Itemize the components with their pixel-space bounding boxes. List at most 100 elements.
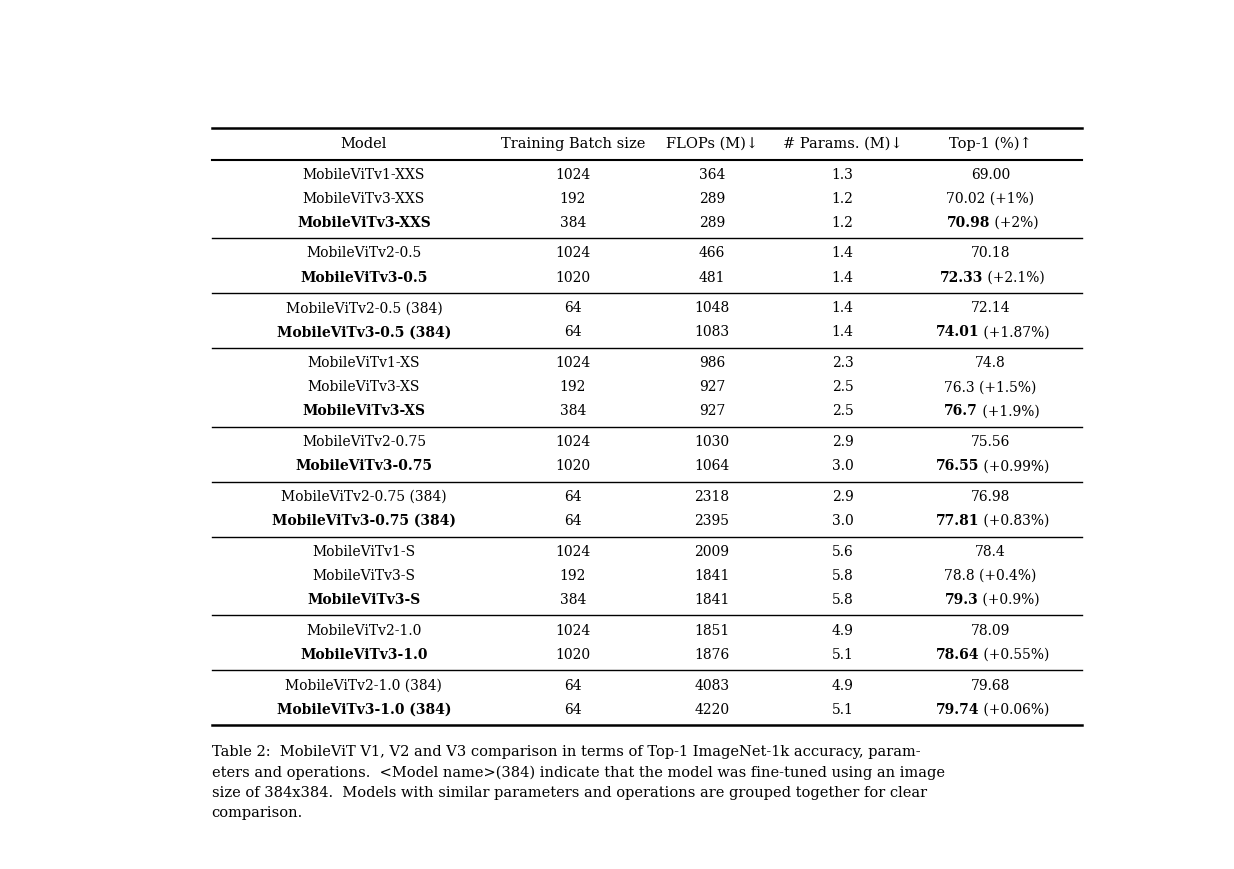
Text: 74.01: 74.01 (935, 326, 979, 340)
Text: (+0.9%): (+0.9%) (979, 594, 1040, 607)
Text: 986: 986 (698, 356, 726, 370)
Text: 1030: 1030 (695, 435, 729, 449)
Text: 1024: 1024 (555, 356, 590, 370)
Text: 76.3 (+1.5%): 76.3 (+1.5%) (944, 381, 1037, 395)
Text: 1083: 1083 (695, 326, 729, 340)
Text: 1.4: 1.4 (832, 247, 854, 261)
Text: (+0.83%): (+0.83%) (979, 514, 1049, 528)
Text: 64: 64 (564, 302, 581, 315)
Text: MobileViTv2-0.75 (384): MobileViTv2-0.75 (384) (281, 490, 447, 504)
Text: MobileViTv3-XS: MobileViTv3-XS (302, 404, 426, 418)
Text: 1020: 1020 (555, 648, 590, 662)
Text: 70.02 (+1%): 70.02 (+1%) (946, 192, 1034, 206)
Text: 289: 289 (698, 216, 726, 229)
Text: 2318: 2318 (695, 490, 729, 504)
Text: MobileViTv3-0.5: MobileViTv3-0.5 (300, 270, 428, 284)
Text: 1841: 1841 (695, 594, 729, 607)
Text: 384: 384 (559, 594, 586, 607)
Text: MobileViTv2-0.5: MobileViTv2-0.5 (306, 247, 422, 261)
Text: 1841: 1841 (695, 569, 729, 583)
Text: MobileViTv3-0.75 (384): MobileViTv3-0.75 (384) (271, 514, 455, 528)
Text: 64: 64 (564, 679, 581, 693)
Text: MobileViTv3-S: MobileViTv3-S (312, 569, 416, 583)
Text: 1020: 1020 (555, 460, 590, 474)
Text: Training Batch size: Training Batch size (501, 136, 645, 150)
Text: 4.9: 4.9 (832, 679, 854, 693)
Text: 192: 192 (559, 192, 586, 206)
Text: 384: 384 (559, 404, 586, 418)
Text: 2009: 2009 (695, 545, 729, 559)
Text: MobileViTv3-0.5 (384): MobileViTv3-0.5 (384) (276, 326, 452, 340)
Text: # Params. (M)↓: # Params. (M)↓ (782, 136, 902, 150)
Text: 5.6: 5.6 (832, 545, 854, 559)
Text: (+0.06%): (+0.06%) (979, 703, 1049, 717)
Text: MobileViTv2-0.5 (384): MobileViTv2-0.5 (384) (285, 302, 442, 315)
Text: MobileViTv2-1.0 (384): MobileViTv2-1.0 (384) (285, 679, 442, 693)
Text: MobileViTv1-S: MobileViTv1-S (312, 545, 416, 559)
Text: MobileViTv2-1.0: MobileViTv2-1.0 (306, 624, 422, 638)
Text: 5.1: 5.1 (832, 648, 854, 662)
Text: 64: 64 (564, 514, 581, 528)
Text: 927: 927 (698, 404, 726, 418)
Text: 70.98: 70.98 (946, 216, 990, 229)
Text: 79.3: 79.3 (944, 594, 979, 607)
Text: 78.64: 78.64 (935, 648, 979, 662)
Text: 481: 481 (698, 270, 726, 284)
Text: (+1.87%): (+1.87%) (979, 326, 1050, 340)
Text: (+2%): (+2%) (990, 216, 1039, 229)
Text: 192: 192 (559, 381, 586, 395)
Text: 2.5: 2.5 (832, 404, 854, 418)
Text: MobileViTv1-XXS: MobileViTv1-XXS (302, 168, 426, 182)
Text: 72.14: 72.14 (971, 302, 1011, 315)
Text: MobileViTv3-1.0 (384): MobileViTv3-1.0 (384) (276, 703, 452, 717)
Text: 1048: 1048 (695, 302, 729, 315)
Text: MobileViTv3-XXS: MobileViTv3-XXS (297, 216, 431, 229)
Text: MobileViTv3-XS: MobileViTv3-XS (307, 381, 420, 395)
Text: 1024: 1024 (555, 168, 590, 182)
Text: 72.33: 72.33 (940, 270, 983, 284)
Text: 1.4: 1.4 (832, 270, 854, 284)
Text: MobileViTv3-XXS: MobileViTv3-XXS (302, 192, 424, 206)
Text: 64: 64 (564, 490, 581, 504)
Text: 1020: 1020 (555, 270, 590, 284)
Text: 2.5: 2.5 (832, 381, 854, 395)
Text: 1851: 1851 (695, 624, 729, 638)
Text: 1024: 1024 (555, 435, 590, 449)
Text: (+0.99%): (+0.99%) (979, 460, 1049, 474)
Text: MobileViTv3-S: MobileViTv3-S (307, 594, 421, 607)
Text: 64: 64 (564, 326, 581, 340)
Text: Table 2:  MobileViT V1, V2 and V3 comparison in terms of Top-1 ImageNet-1k accur: Table 2: MobileViT V1, V2 and V3 compari… (212, 746, 945, 820)
Text: 4083: 4083 (695, 679, 729, 693)
Text: 364: 364 (698, 168, 726, 182)
Text: 78.4: 78.4 (975, 545, 1006, 559)
Text: 64: 64 (564, 703, 581, 717)
Text: 5.8: 5.8 (832, 594, 854, 607)
Text: 3.0: 3.0 (832, 460, 854, 474)
Text: 74.8: 74.8 (975, 356, 1006, 370)
Text: 384: 384 (559, 216, 586, 229)
Text: 79.68: 79.68 (971, 679, 1011, 693)
Text: (+0.55%): (+0.55%) (979, 648, 1049, 662)
Text: 79.74: 79.74 (935, 703, 979, 717)
Text: 4220: 4220 (695, 703, 729, 717)
Text: 1.4: 1.4 (832, 302, 854, 315)
Text: 78.8 (+0.4%): 78.8 (+0.4%) (944, 569, 1037, 583)
Text: 2.9: 2.9 (832, 490, 854, 504)
Text: MobileViTv2-0.75: MobileViTv2-0.75 (302, 435, 426, 449)
Text: 1.2: 1.2 (832, 216, 854, 229)
Text: (+1.9%): (+1.9%) (979, 404, 1040, 418)
Text: FLOPs (M)↓: FLOPs (M)↓ (666, 136, 758, 150)
Text: 1024: 1024 (555, 247, 590, 261)
Text: 69.00: 69.00 (971, 168, 1011, 182)
Text: 77.81: 77.81 (935, 514, 979, 528)
Text: 5.8: 5.8 (832, 569, 854, 583)
Text: 3.0: 3.0 (832, 514, 854, 528)
Text: (+2.1%): (+2.1%) (983, 270, 1045, 284)
Text: 2.3: 2.3 (832, 356, 854, 370)
Text: 5.1: 5.1 (832, 703, 854, 717)
Text: 1876: 1876 (695, 648, 729, 662)
Text: MobileViTv3-1.0: MobileViTv3-1.0 (300, 648, 428, 662)
Text: 1024: 1024 (555, 545, 590, 559)
Text: 70.18: 70.18 (971, 247, 1011, 261)
Text: MobileViTv1-XS: MobileViTv1-XS (307, 356, 421, 370)
